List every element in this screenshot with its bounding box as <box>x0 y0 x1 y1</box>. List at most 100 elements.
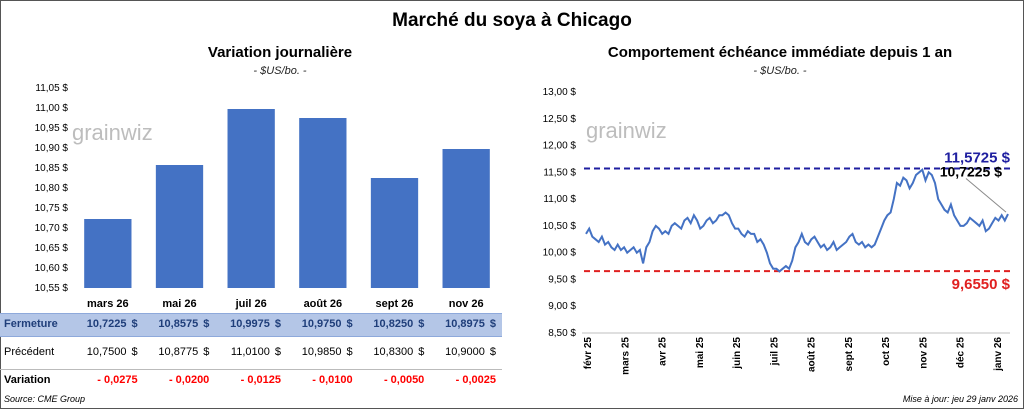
line-chart-title: Comportement échéance immédiate depuis 1… <box>607 44 953 61</box>
bar-ytick-label: 10,80 $ <box>35 183 69 194</box>
min-label: 9,6550 $ <box>952 276 1011 293</box>
cell-unit: $ <box>418 318 425 330</box>
line-xtick-label: janv 26 <box>993 337 1004 372</box>
cell-value: 10,9000 <box>445 346 485 358</box>
line-ytick-label: 10,50 $ <box>543 221 577 232</box>
table-cell: 10,9850 $ <box>289 346 353 358</box>
bar-ytick-label: 11,05 $ <box>35 83 68 94</box>
bar-ytick-label: 10,75 $ <box>35 203 69 214</box>
bar-ytick-label: 10,65 $ <box>35 243 69 254</box>
cell-value: 10,9850 <box>301 346 342 358</box>
watermark-left: grainwiz <box>72 120 153 145</box>
table-cell: 10,8975 $ <box>432 318 496 330</box>
bar-ytick-label: 10,90 $ <box>35 143 69 154</box>
table-cell: 10,7225 $ <box>74 318 138 330</box>
line-xtick-label: févr 25 <box>583 337 594 370</box>
cell-value: 10,8775 <box>158 346 199 358</box>
cell-unit: $ <box>489 346 496 358</box>
cell-value: 11,0100 <box>230 346 270 358</box>
line-ytick-label: 9,00 $ <box>548 301 576 312</box>
bar-xtick-label: juil 26 <box>235 298 267 310</box>
bar-chart-title: Variation journalière <box>207 44 353 61</box>
bar-nov-26 <box>442 149 490 288</box>
bar-xtick-label: mars 26 <box>87 298 129 310</box>
line-xtick-label: déc 25 <box>956 337 967 369</box>
cell-unit: $ <box>418 346 425 358</box>
cell-value: 10,7225 <box>86 318 127 330</box>
bar-xtick-label: sept 26 <box>376 298 414 310</box>
bar-xtick-label: mai 26 <box>162 298 196 310</box>
cell-value: 10,8300 <box>373 346 414 358</box>
table-cell: - 0,0275 <box>74 374 137 386</box>
last-value-leader-line <box>965 178 1007 213</box>
line-ytick-label: 10,00 $ <box>543 248 577 259</box>
table-cell: - 0,0125 <box>217 374 281 386</box>
cell-value: 10,9975 <box>230 318 270 330</box>
table-cell: 10,9000 $ <box>432 346 496 358</box>
cell-value: 10,8250 <box>373 318 414 330</box>
table-cell: 10,8775 $ <box>146 346 210 358</box>
bar-xtick-label: août 26 <box>304 298 343 310</box>
table-cell: - 0,0050 <box>361 374 425 386</box>
cell-value: 10,8575 <box>158 318 199 330</box>
line-xtick-label: nov 25 <box>918 337 929 369</box>
table-cell: - 0,0200 <box>146 374 210 386</box>
cell-value: 10,7500 <box>86 346 127 358</box>
line-ytick-label: 8,50 $ <box>548 328 576 339</box>
cell-value: - 0,0100 <box>312 374 353 386</box>
line-ytick-label: 9,50 $ <box>548 274 576 285</box>
line-chart-subtitle: - $US/bo. - <box>753 65 807 77</box>
row-label: Précédent <box>4 346 55 358</box>
table-cell: 10,8250 $ <box>361 318 425 330</box>
cell-unit: $ <box>346 346 353 358</box>
update-note: Mise à jour: jeu 29 janv 2026 <box>902 394 1018 404</box>
cell-unit: $ <box>274 346 281 358</box>
cell-unit: $ <box>131 346 138 358</box>
line-xtick-label: avr 25 <box>658 337 669 366</box>
row-label: Fermeture <box>4 318 58 330</box>
bar-ytick-label: 11,00 $ <box>35 103 68 114</box>
cell-unit: $ <box>203 346 210 358</box>
cell-value: 10,9750 <box>301 318 342 330</box>
bar-chart-subtitle: - $US/bo. - <box>253 65 307 77</box>
bar-mars-26 <box>84 219 132 288</box>
cell-value: - 0,0200 <box>168 374 210 386</box>
table-cell: - 0,0025 <box>432 374 496 386</box>
cell-value: - 0,0025 <box>455 374 496 386</box>
line-ytick-label: 12,50 $ <box>543 114 577 125</box>
cell-value: 10,8975 <box>445 318 485 330</box>
table-cell: 10,7500 $ <box>74 346 138 358</box>
bar-ytick-label: 10,60 $ <box>35 263 69 274</box>
row-label: Variation <box>4 374 51 386</box>
cell-value: - 0,0125 <box>240 374 281 386</box>
bar-juil-26 <box>227 109 275 288</box>
line-xtick-label: août 25 <box>807 337 818 372</box>
table-row-precedent: Précédent 10,7500 $10,8775 $11,0100 $10,985… <box>0 342 502 364</box>
table-cell: 10,9750 $ <box>289 318 353 330</box>
cell-unit: $ <box>274 318 281 330</box>
line-xtick-label: sept 25 <box>844 337 855 372</box>
bar-ytick-label: 10,70 $ <box>35 223 69 234</box>
cell-value: - 0,0050 <box>383 374 425 386</box>
line-ytick-label: 13,00 $ <box>543 87 577 98</box>
watermark-right: grainwiz <box>586 118 667 143</box>
bar-xtick-label: nov 26 <box>449 298 484 310</box>
bar-août-26 <box>299 118 347 288</box>
cell-unit: $ <box>489 318 496 330</box>
cell-unit: $ <box>131 318 138 330</box>
line-xtick-label: juil 25 <box>769 337 780 367</box>
line-xtick-label: mars 25 <box>620 337 631 375</box>
bar-mai-26 <box>155 165 204 288</box>
price-line <box>585 167 1009 273</box>
cell-unit: $ <box>346 318 353 330</box>
table-cell: 10,8575 $ <box>146 318 209 330</box>
line-ytick-label: 12,00 $ <box>543 141 577 152</box>
line-ytick-label: 11,00 $ <box>543 194 576 205</box>
table-cell: 10,9975 $ <box>217 318 281 330</box>
bar-ytick-label: 10,85 $ <box>35 163 69 174</box>
line-xtick-label: mai 25 <box>695 337 706 369</box>
last-value-label: 10,7225 $ <box>940 163 1002 179</box>
line-xtick-label: juin 25 <box>732 337 743 370</box>
bar-sept-26 <box>370 178 419 288</box>
main-title: Marché du soya à Chicago <box>392 10 632 31</box>
